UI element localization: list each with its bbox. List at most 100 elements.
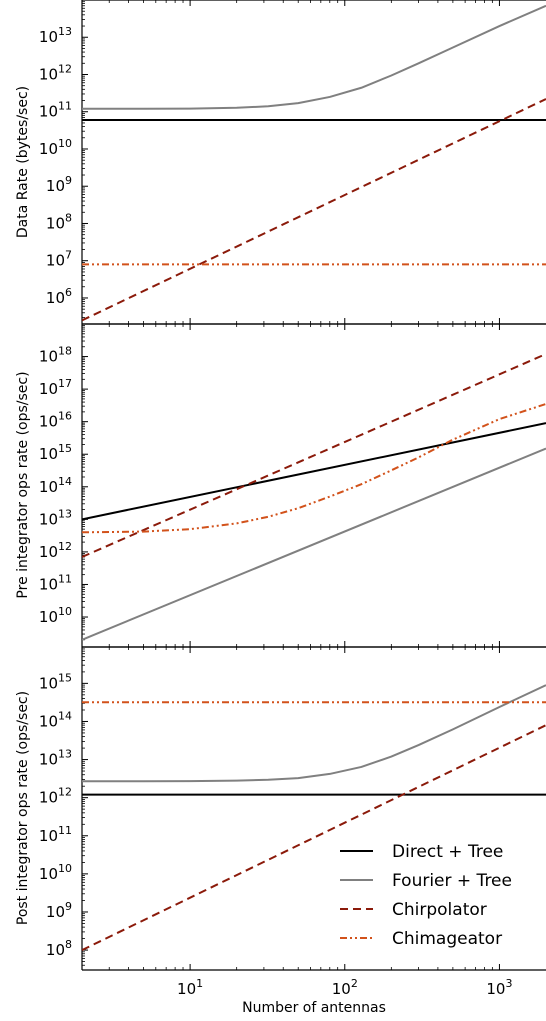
y-tick-exponent: 9: [65, 174, 72, 187]
y-tick-label: 106: [46, 286, 72, 307]
y-tick-exponent: 12: [58, 786, 72, 799]
y-tick-base: 10: [39, 674, 58, 692]
y-tick-label: 1013: [39, 507, 72, 528]
y-tick-base: 10: [39, 865, 58, 883]
y-tick-label: 1010: [39, 605, 72, 626]
fourier-series-line: [82, 4, 546, 110]
fourier-legend-label: Fourier + Tree: [392, 871, 512, 891]
x-tick-base: 10: [486, 980, 505, 998]
y-tick-label: 1013: [39, 25, 72, 46]
y-tick-exponent: 12: [58, 62, 72, 75]
y-tick-exponent: 14: [58, 709, 72, 722]
y-tick-label: 1018: [39, 345, 72, 366]
y-tick-exponent: 8: [65, 938, 72, 951]
y-tick-exponent: 18: [58, 345, 72, 358]
y-tick-exponent: 7: [65, 249, 72, 262]
y-tick-base: 10: [39, 510, 58, 528]
legend: Direct + Tree Fourier + Tree Chirpolator Ch…: [340, 842, 512, 949]
y-tick-exponent: 15: [58, 671, 72, 684]
x-tick-exponent: 2: [351, 977, 358, 990]
y-tick-base: 10: [39, 413, 58, 431]
y-tick-label: 109: [46, 174, 72, 195]
y-tick-label: 1015: [39, 671, 72, 692]
y-tick-label: 1011: [39, 100, 72, 121]
y-tick-label: 1016: [39, 410, 72, 431]
chimageator-legend-label: Chimageator: [392, 929, 502, 949]
fourier-series-line: [82, 684, 546, 783]
x-tick-label: 101: [177, 977, 203, 998]
y-tick-base: 10: [46, 941, 65, 959]
x-tick-exponent: 1: [196, 977, 203, 990]
y-tick-base: 10: [39, 478, 58, 496]
series-group: [82, 4, 546, 322]
y-tick-base: 10: [39, 103, 58, 121]
post-integrator-panel: Post integrator ops rate (ops/sec) Numbe…: [15, 646, 546, 1016]
y-tick-label: 1010: [39, 137, 72, 158]
fourier-series-line: [82, 447, 546, 641]
y-tick-exponent: 16: [58, 410, 72, 423]
x-tick-base: 10: [177, 980, 196, 998]
y-tick-base: 10: [39, 445, 58, 463]
y-tick-exponent: 17: [58, 377, 72, 390]
y-tick-label: 1011: [39, 824, 72, 845]
chimageator-series-line: [82, 403, 546, 534]
y-tick-exponent: 13: [58, 748, 72, 761]
y-tick-exponent: 11: [58, 572, 72, 585]
y-tick-label: 1011: [39, 572, 72, 593]
x-tick-base: 10: [332, 980, 351, 998]
y-tick-base: 10: [39, 575, 58, 593]
y-tick-base: 10: [39, 28, 58, 46]
y-tick-exponent: 8: [65, 211, 72, 224]
y-tick-base: 10: [39, 789, 58, 807]
data-rate-ylabel: Data Rate (bytes/sec): [15, 86, 31, 238]
y-tick-base: 10: [39, 751, 58, 769]
y-tick-base: 10: [39, 827, 58, 845]
y-tick-exponent: 11: [58, 824, 72, 837]
y-tick-exponent: 15: [58, 442, 72, 455]
y-tick-exponent: 6: [65, 286, 72, 299]
chirpolator-legend-label: Chirpolator: [392, 900, 487, 920]
y-tick-label: 1013: [39, 748, 72, 769]
y-tick-label: 1015: [39, 442, 72, 463]
pre-integrator-ylabel: Pre integrator ops rate (ops/sec): [15, 371, 31, 598]
series-group: [82, 353, 546, 641]
y-tick-label: 1010: [39, 862, 72, 883]
post-integrator-ylabel: Post integrator ops rate (ops/sec): [15, 691, 31, 925]
y-tick-exponent: 14: [58, 475, 72, 488]
y-tick-exponent: 9: [65, 900, 72, 913]
data-rate-panel: Data Rate (bytes/sec) 106107108109101010…: [15, 0, 546, 325]
series-group: [82, 684, 546, 951]
y-tick-base: 10: [39, 712, 58, 730]
y-tick-exponent: 12: [58, 540, 72, 553]
x-tick-label: 102: [332, 977, 358, 998]
y-tick-label: 107: [46, 249, 72, 270]
y-tick-base: 10: [46, 903, 65, 921]
y-tick-base: 10: [39, 348, 58, 366]
x-tick-label: 103: [486, 977, 512, 998]
y-tick-label: 1012: [39, 786, 72, 807]
y-tick-base: 10: [39, 608, 58, 626]
y-tick-label: 1012: [39, 540, 72, 561]
y-tick-base: 10: [39, 65, 58, 83]
direct-series-line: [82, 422, 546, 521]
y-tick-base: 10: [46, 289, 65, 307]
x-axis-label: Number of antennas: [242, 1000, 386, 1016]
y-tick-exponent: 10: [58, 605, 72, 618]
direct-legend-label: Direct + Tree: [392, 842, 503, 862]
y-tick-label: 108: [46, 938, 72, 959]
y-tick-exponent: 13: [58, 507, 72, 520]
pre-integrator-panel: Pre integrator ops rate (ops/sec) 101010…: [15, 323, 546, 648]
y-tick-exponent: 13: [58, 25, 72, 38]
y-tick-base: 10: [46, 177, 65, 195]
y-tick-exponent: 10: [58, 862, 72, 875]
chirpolator-series-line: [82, 353, 546, 558]
y-tick-base: 10: [39, 140, 58, 158]
chirpolator-series-line: [82, 98, 546, 322]
y-tick-label: 109: [46, 900, 72, 921]
y-tick-base: 10: [46, 252, 65, 270]
y-tick-label: 1012: [39, 62, 72, 83]
y-tick-label: 1014: [39, 475, 72, 496]
y-tick-exponent: 10: [58, 137, 72, 150]
y-tick-base: 10: [39, 543, 58, 561]
